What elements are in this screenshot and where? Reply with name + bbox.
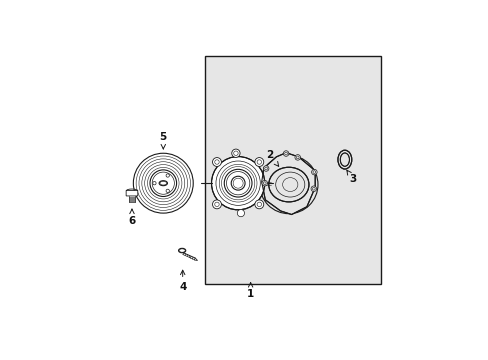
- Circle shape: [211, 157, 264, 210]
- Circle shape: [254, 200, 263, 209]
- Circle shape: [166, 189, 169, 193]
- Circle shape: [237, 210, 244, 217]
- Ellipse shape: [159, 181, 167, 186]
- Ellipse shape: [268, 167, 308, 202]
- Circle shape: [259, 156, 317, 214]
- Circle shape: [212, 200, 221, 209]
- Circle shape: [231, 149, 240, 157]
- Ellipse shape: [178, 248, 185, 253]
- Circle shape: [150, 170, 176, 197]
- Ellipse shape: [337, 150, 351, 169]
- Text: 2: 2: [266, 150, 278, 166]
- Circle shape: [224, 169, 251, 197]
- Bar: [204, 56, 380, 284]
- FancyBboxPatch shape: [126, 190, 138, 196]
- Text: 6: 6: [128, 209, 135, 226]
- Text: 3: 3: [346, 170, 356, 184]
- Circle shape: [212, 158, 221, 166]
- Circle shape: [152, 181, 156, 185]
- Circle shape: [254, 158, 263, 166]
- Circle shape: [263, 166, 268, 171]
- Circle shape: [262, 180, 267, 186]
- Circle shape: [310, 186, 316, 192]
- Circle shape: [311, 169, 317, 175]
- Circle shape: [133, 153, 193, 213]
- Text: 4: 4: [179, 270, 186, 292]
- Polygon shape: [261, 153, 315, 215]
- Circle shape: [166, 174, 169, 177]
- Circle shape: [231, 176, 244, 190]
- Circle shape: [283, 151, 288, 156]
- Circle shape: [294, 155, 300, 160]
- Text: 1: 1: [246, 283, 254, 299]
- Ellipse shape: [340, 153, 349, 166]
- Text: 5: 5: [160, 132, 166, 149]
